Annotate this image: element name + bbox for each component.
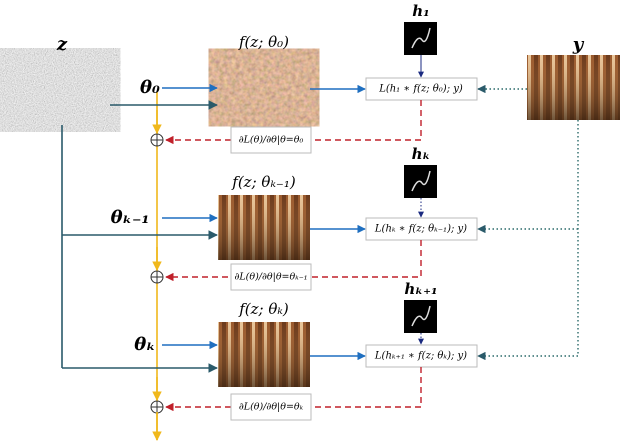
target-shade xyxy=(527,55,620,120)
noise-image xyxy=(8,55,110,125)
gradient-label: ∂L(θ)/∂θ|θ=θ₀ xyxy=(239,135,304,146)
loss-label: L(hₖ₊₁ ∗ f(z; θₖ); y) xyxy=(374,351,467,362)
diagram: z y f(z; θ₀) h₁ L(h₁ ∗ f(z; θ₀); y) θ₀ ∂L(θ)… xyxy=(0,0,623,443)
output-image xyxy=(218,55,310,120)
param-label: θₖ₋₁ xyxy=(111,207,150,228)
param-label: θₖ xyxy=(134,334,155,355)
z-label: z xyxy=(56,34,68,55)
loss-label: L(hₖ ∗ f(z; θₖ₋₁); y) xyxy=(374,224,467,235)
output-label: f(z; θₖ) xyxy=(238,300,289,318)
param-label: θ₀ xyxy=(140,77,160,98)
kernel-label: h₁ xyxy=(412,2,429,20)
kernel-label: hₖ xyxy=(412,145,431,163)
gradient-label: ∂L(θ)/∂θ|θ=θₖ xyxy=(239,402,304,413)
loss-label: L(h₁ ∗ f(z; θ₀); y) xyxy=(378,84,463,95)
output-label: f(z; θₖ₋₁) xyxy=(231,173,296,191)
kernel-label: hₖ₊₁ xyxy=(404,280,437,298)
output-label: f(z; θ₀) xyxy=(238,33,289,51)
gradient-label: ∂L(θ)/∂θ|θ=θₖ₋₁ xyxy=(234,272,307,283)
output-shade xyxy=(218,195,310,260)
y-label: y xyxy=(572,34,585,55)
output-shade xyxy=(218,322,310,387)
static-layout: z y xyxy=(8,34,620,440)
